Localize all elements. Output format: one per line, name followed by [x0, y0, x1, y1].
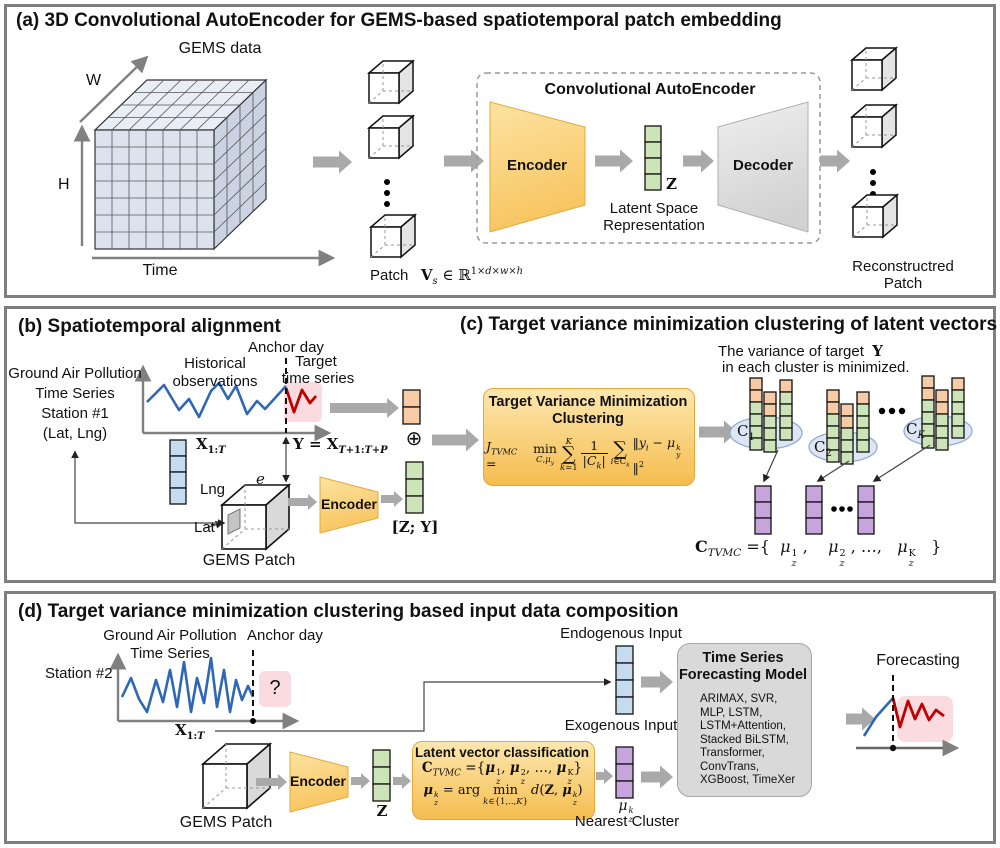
zy-label: [Z; Y]: [391, 518, 439, 536]
target-label-1: Target: [295, 353, 337, 370]
cluster-label-2: C2: [814, 438, 832, 459]
latent-caption-1: Latent Space: [609, 200, 699, 217]
x1t-formula-d: X1:T: [175, 721, 205, 742]
encoder-label-d: Encoder: [289, 773, 347, 789]
forecasting-label: Forecasting: [876, 652, 960, 669]
latent-caption-2: Representation: [603, 217, 705, 234]
panel-b-title: (b) Spatiotemporal alignment: [18, 316, 281, 337]
panel-c-title: (c) Target variance minimization cluster…: [460, 314, 998, 335]
endogenous-label: Endogenous Input: [560, 625, 682, 642]
decoder-label: Decoder: [732, 157, 794, 174]
z-label-d: Z: [376, 802, 388, 820]
gems-patch-label-d: GEMS Patch: [179, 814, 273, 831]
station-line-1: Ground Air Pollution: [8, 365, 142, 382]
encoder-label: Encoder: [506, 157, 568, 174]
gap-label-2: Time Series: [130, 645, 210, 662]
gems-patch-label: GEMS Patch: [202, 552, 296, 569]
model-title-1: Time Series: [702, 650, 784, 666]
station-line-4: (Lat, Lng): [42, 425, 108, 442]
e-label: e: [256, 470, 265, 488]
tvmc-box-title-2: Clustering: [552, 411, 624, 427]
historical-label-2: observations: [172, 373, 258, 390]
latent-z-label: Z: [666, 175, 677, 193]
model-list-item: LSTM+Attention,: [700, 720, 786, 732]
model-title-2: Forecasting Model: [678, 667, 808, 683]
encoder-label-b: Encoder: [320, 496, 378, 512]
axis-w-label: W: [86, 72, 102, 89]
lat-label: Lat: [194, 519, 215, 536]
target-label-2: time series: [281, 370, 355, 387]
tvmc-box-title-1: Target Variance Minimization: [488, 394, 688, 410]
forecasting-model-box: [677, 643, 812, 797]
latent-classification-box: [412, 741, 595, 820]
panel-a: [4, 4, 996, 298]
station-line-2: Time Series: [35, 385, 115, 402]
autoencoder-box-title: Convolutional AutoEncoder: [544, 81, 756, 98]
panel-a-title: (a) 3D Convolutional AutoEncoder for GEM…: [16, 10, 782, 31]
x1t-formula: X1:T: [196, 435, 226, 456]
model-list-item: ConvTrans,: [700, 760, 760, 773]
nearest-cluster-label: Nearest Cluster: [574, 813, 680, 830]
gap-label-1: Ground Air Pollution: [103, 627, 237, 644]
variance-note-1: The variance of target Y: [718, 342, 883, 360]
reconstructed-label-2: Patch: [883, 275, 923, 292]
station2-label: Station #2: [45, 665, 113, 682]
variance-note-2: in each cluster is minimized.: [722, 359, 910, 376]
cluster-label-k: CK: [906, 420, 925, 441]
anchor-day-label: Anchor day: [248, 339, 324, 356]
lng-label: Lng: [200, 481, 226, 498]
cluster-label-1: C1: [737, 422, 755, 443]
model-list-item: Transformer,: [700, 747, 765, 759]
model-list-item: XGBoost, TimeXer: [700, 774, 796, 786]
model-list-item: ARIMAX, SVR,: [700, 693, 778, 705]
panel-d-title: (d) Target variance minimization cluster…: [18, 601, 679, 622]
anchor-day-label-d: Anchor day: [247, 627, 323, 644]
question-mark: ?: [269, 677, 281, 699]
model-list: ARIMAX, SVR, MLP, LSTM, LSTM+Attention, …: [700, 693, 795, 788]
y-formula: Y = XT+1:T+P: [293, 435, 388, 456]
station-line-3: Station #1: [41, 405, 109, 422]
axis-h-label: H: [58, 176, 70, 193]
historical-label-1: Historical: [184, 355, 246, 372]
oplus-icon: ⊕: [405, 428, 423, 450]
gems-data-label: GEMS data: [178, 40, 262, 57]
reconstructed-label-1: Reconstructred: [852, 258, 954, 275]
tvmc-box: [483, 388, 695, 486]
tvmc-formula: JTVMC = min C,μy K ∑ k=1 1 |Ck| ∑ i∈Ck ‖yi − …: [486, 434, 681, 476]
axis-time-label: Time: [142, 262, 178, 279]
patch-formula: Patch Vs ∈ ℝ1×d×w×h: [370, 266, 523, 287]
exogenous-label: Exogenous Input: [564, 717, 678, 734]
model-list-item: Stacked BiLSTM,: [700, 733, 789, 746]
model-list-item: MLP, LSTM,: [700, 706, 763, 719]
latent-classification-title: Latent vector classification: [414, 745, 590, 760]
